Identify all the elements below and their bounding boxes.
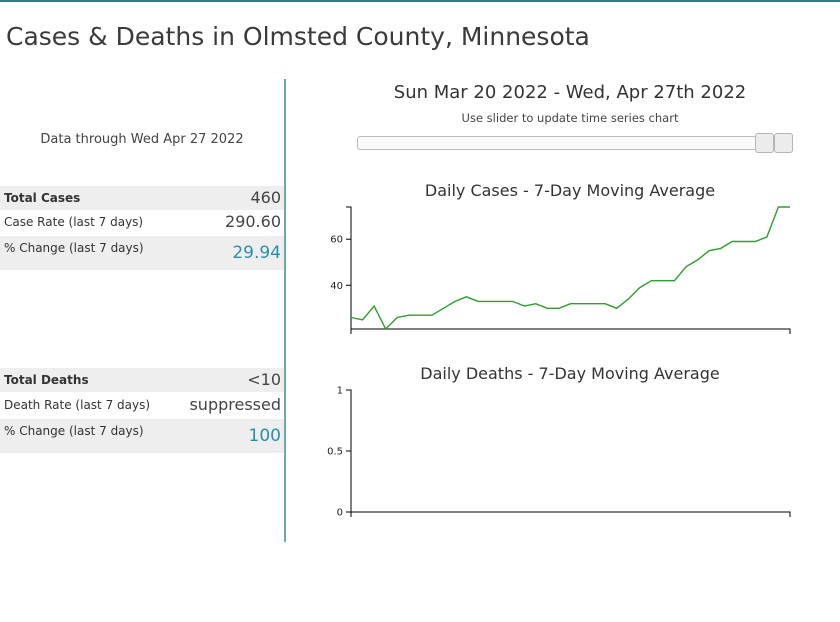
- cases-chart-title: Daily Cases - 7-Day Moving Average: [424, 181, 716, 200]
- cases-y-axis: [346, 206, 352, 329]
- stat-label: Death Rate (last 7 days): [4, 398, 151, 412]
- deaths-chart: 00.51: [327, 386, 791, 519]
- stat-value: suppressed: [189, 395, 281, 414]
- stat-value: 460: [250, 188, 281, 207]
- slider-end-handle[interactable]: [774, 133, 793, 153]
- slider-hint: Use slider to update time series chart: [461, 111, 679, 125]
- cases-y-tick-label: 40: [330, 281, 343, 292]
- deaths-chart-title: Daily Deaths - 7-Day Moving Average: [420, 364, 720, 383]
- stat-value: 100: [248, 426, 281, 446]
- stat-row-total-cases: Total Cases 460: [0, 186, 284, 210]
- deaths-y-tick-label: 1: [337, 386, 343, 397]
- stat-value: 29.94: [232, 243, 281, 263]
- stat-label: % Change (last 7 days): [4, 241, 144, 255]
- stat-label: Total Cases: [4, 191, 81, 205]
- stat-row-total-deaths: Total Deaths <10: [0, 368, 284, 392]
- time-range-slider[interactable]: [357, 136, 793, 150]
- stat-row-case-change: % Change (last 7 days) 29.94: [0, 236, 284, 270]
- panel-divider: [284, 79, 286, 542]
- stat-value: 290.60: [225, 212, 281, 231]
- data-through-label: Data through Wed Apr 27 2022: [40, 132, 244, 147]
- stat-row-death-change: % Change (last 7 days) 100: [0, 419, 284, 453]
- cases-x-axis: [350, 328, 791, 334]
- top-accent-line: [0, 0, 840, 2]
- stat-label: Total Deaths: [4, 373, 89, 387]
- deaths-x-axis: [350, 511, 791, 517]
- deaths-y-tick-label: 0: [337, 508, 343, 519]
- stat-label: % Change (last 7 days): [4, 424, 144, 438]
- cases-chart: 40 60: [330, 206, 791, 334]
- deaths-y-tick-label: 0.5: [327, 447, 343, 458]
- page-title: Cases & Deaths in Olmsted County, Minnes…: [6, 22, 590, 51]
- cases-series-line: [350, 206, 790, 331]
- date-range-label: Sun Mar 20 2022 - Wed, Apr 27th 2022: [393, 82, 747, 103]
- stat-value: <10: [247, 370, 281, 389]
- stat-row-death-rate: Death Rate (last 7 days) suppressed: [0, 393, 284, 417]
- stat-label: Case Rate (last 7 days): [4, 215, 144, 229]
- cases-y-tick-label: 60: [330, 235, 343, 246]
- stat-row-case-rate: Case Rate (last 7 days) 290.60: [0, 210, 284, 234]
- slider-start-handle[interactable]: [755, 133, 774, 153]
